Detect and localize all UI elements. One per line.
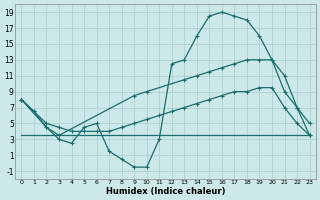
- X-axis label: Humidex (Indice chaleur): Humidex (Indice chaleur): [106, 187, 225, 196]
